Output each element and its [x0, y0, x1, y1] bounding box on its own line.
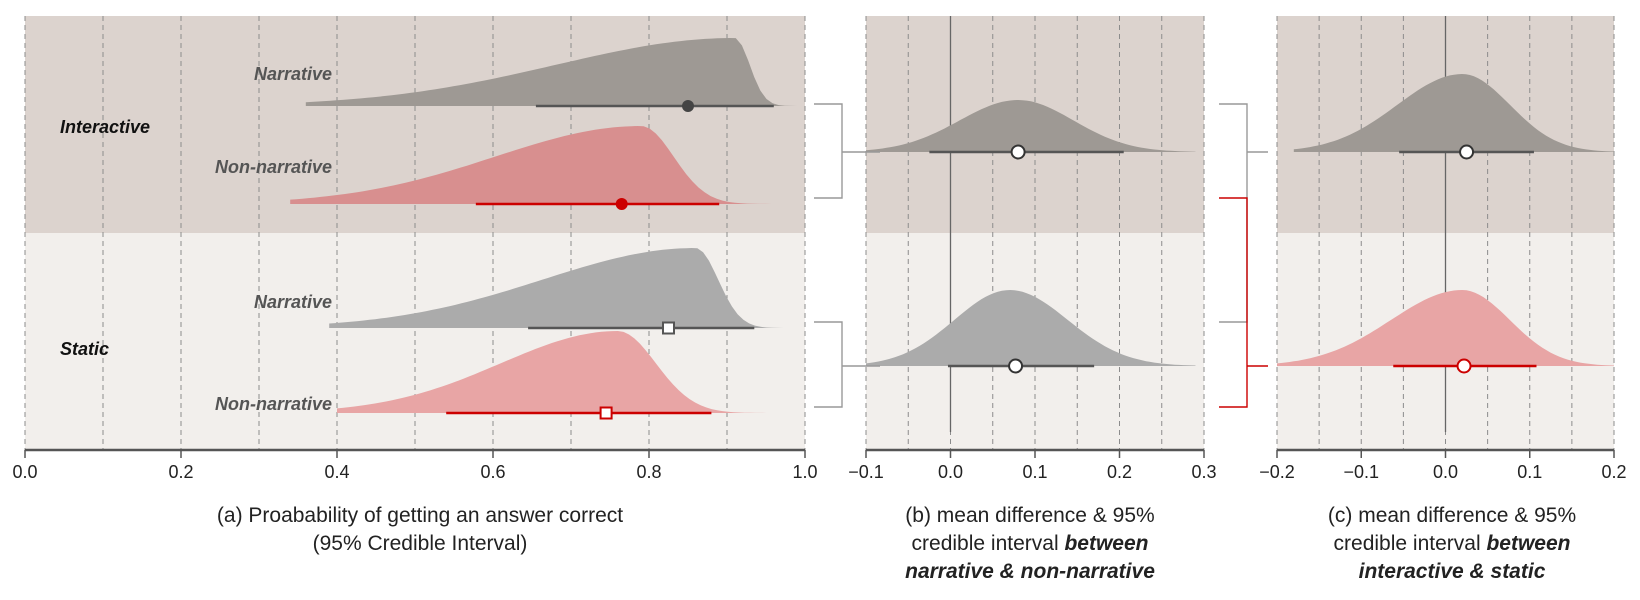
- x-tick-label: −0.1: [1343, 462, 1379, 482]
- group-label-static: Static: [60, 339, 109, 359]
- density-shape: [329, 248, 790, 328]
- density-shape: [866, 290, 1196, 366]
- density-shape: [1277, 290, 1614, 366]
- caption-a: (a) Proabability of getting an answer co…: [100, 502, 740, 558]
- caption-c-line2: credible interval between: [1262, 530, 1640, 558]
- caption-c-line2-bold: between: [1486, 532, 1571, 555]
- x-tick-label: 0.2: [1601, 462, 1626, 482]
- mean-marker: [1456, 358, 1472, 374]
- density-shape: [1293, 74, 1614, 152]
- x-tick-label: 0.1: [1022, 462, 1047, 482]
- row-label: Non-narrative: [215, 157, 332, 177]
- x-tick-label: 0.8: [636, 462, 661, 482]
- panel-b: −0.1 0.0 0.1 0.2 0.3: [848, 16, 1217, 482]
- caption-b-line2-plain: credible interval: [911, 532, 1065, 555]
- caption-b-line2: credible interval between: [840, 530, 1220, 558]
- density-shape: [866, 100, 1196, 152]
- bracket-shape: [1219, 103, 1248, 323]
- mean-marker: [599, 406, 613, 420]
- x-tick-label: 0.2: [168, 462, 193, 482]
- caption-c-line3: interactive & static: [1262, 558, 1640, 586]
- density-shape: [337, 331, 778, 413]
- density-shape: [305, 38, 798, 106]
- caption-c-line2-plain: credible interval: [1333, 532, 1487, 555]
- bracket-b-interactive: [814, 103, 880, 199]
- caption-b-line2-bold: between: [1064, 532, 1149, 555]
- bracket-shape: [814, 103, 843, 199]
- density-interactive-narrative: Narrative: [254, 38, 798, 112]
- x-tick-label: 1.0: [792, 462, 817, 482]
- mean-marker: [615, 198, 628, 210]
- caption-b: (b) mean difference & 95% credible inter…: [840, 502, 1220, 586]
- mean-marker: [662, 321, 675, 335]
- bracket-shape: [814, 321, 843, 408]
- x-tick-label: 0.3: [1191, 462, 1216, 482]
- caption-c-line1: (c) mean difference & 95%: [1327, 504, 1577, 527]
- x-tick-label: 0.0: [1433, 462, 1458, 482]
- row-label: Non-narrative: [215, 394, 332, 414]
- caption-c: (c) mean difference & 95% credible inter…: [1262, 502, 1640, 586]
- x-tick-label: 0.6: [480, 462, 505, 482]
- x-tick-label: 0.4: [324, 462, 349, 482]
- bracket-c-narrative: [1219, 103, 1268, 323]
- density-interactive-non-narrative: Non-narrative: [215, 126, 778, 210]
- caption-b-line3: narrative & non-narrative: [840, 558, 1220, 586]
- caption-b-line1: (b) mean difference & 95%: [905, 504, 1155, 527]
- mean-marker: [1008, 358, 1024, 374]
- caption-a-line2: (95% Credible Interval): [312, 532, 528, 555]
- bracket-b-static: [814, 321, 880, 408]
- panel-c-density-narrative: [1293, 74, 1614, 160]
- row-label: Narrative: [254, 64, 332, 84]
- panel-c-density-non-narrative: [1277, 290, 1614, 374]
- mean-marker: [1459, 144, 1475, 160]
- density-static-narrative: Narrative: [254, 248, 790, 335]
- x-tick-label: 0.1: [1517, 462, 1542, 482]
- x-tick-label: 0.0: [938, 462, 963, 482]
- density-shape: [290, 126, 778, 204]
- group-label-interactive: Interactive: [60, 117, 150, 137]
- caption-a-line1: (a) Proabability of getting an answer co…: [216, 504, 624, 527]
- caption-c-line3-bold: interactive & static: [1358, 560, 1546, 583]
- mean-marker: [1010, 144, 1026, 160]
- panel-b-density-static: [866, 290, 1196, 374]
- mean-marker: [682, 100, 694, 112]
- x-tick-label: −0.1: [848, 462, 884, 482]
- x-tick-label: −0.2: [1259, 462, 1295, 482]
- x-tick-label: 0.0: [12, 462, 37, 482]
- bracket-shape: [1219, 197, 1248, 408]
- panel-b-density-interactive: [866, 100, 1196, 160]
- row-label: Narrative: [254, 292, 332, 312]
- bracket-c-nonnarrative: [1219, 197, 1268, 408]
- density-static-non-narrative: Non-narrative: [215, 331, 778, 420]
- x-tick-label: 0.2: [1107, 462, 1132, 482]
- caption-b-line3-bold: narrative & non-narrative: [905, 560, 1155, 583]
